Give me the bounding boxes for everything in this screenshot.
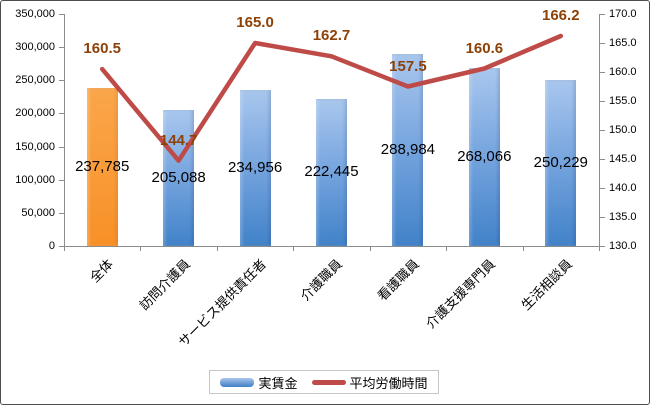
left-axis-tick xyxy=(59,146,64,148)
line-value-label: 160.6 xyxy=(465,39,504,57)
bar-1 xyxy=(163,110,195,246)
right-axis-tick-label: 130.0 xyxy=(609,240,637,252)
category-axis-tick xyxy=(140,247,142,251)
left-axis-tick-label: 350,000 xyxy=(15,8,55,20)
legend-label-wage: 実賃金 xyxy=(258,375,298,391)
right-axis-tick-label: 135.0 xyxy=(609,211,637,223)
left-axis-tick-label: 100,000 xyxy=(15,173,55,186)
line-value-label: 157.5 xyxy=(389,57,427,75)
left-axis-tick-label: 0 xyxy=(48,240,55,252)
bar-value-label: 268,066 xyxy=(457,148,512,166)
category-axis-tick xyxy=(293,247,295,251)
bar-6 xyxy=(545,80,577,246)
left-axis-tick-label: 50,000 xyxy=(21,206,55,219)
right-axis-tick xyxy=(600,217,605,218)
legend-item-hours: 平均労働時間 xyxy=(311,373,428,392)
right-axis-tick xyxy=(600,43,605,44)
bar-2 xyxy=(239,90,271,246)
line-value-label: 162.7 xyxy=(312,27,351,45)
left-value-axis xyxy=(64,14,65,246)
right-axis-tick-label: 145.0 xyxy=(609,153,637,165)
left-axis-tick xyxy=(59,80,64,82)
legend-item-wage: 実賃金 xyxy=(220,373,298,392)
category-axis-tick xyxy=(522,247,524,251)
bar-value-label: 234,956 xyxy=(227,159,283,177)
left-axis-tick xyxy=(59,212,64,214)
bar-value-label: 250,229 xyxy=(533,154,588,172)
line-value-label: 160.5 xyxy=(83,40,121,58)
right-axis-tick-label: 160.0 xyxy=(609,66,637,78)
left-axis-tick xyxy=(59,14,64,15)
bar-3 xyxy=(316,98,347,246)
bar-5 xyxy=(468,68,500,246)
right-axis-tick xyxy=(600,159,605,160)
left-axis-tick-label: 250,000 xyxy=(15,74,55,87)
legend-label-hours: 平均労働時間 xyxy=(349,375,428,391)
category-axis-tick xyxy=(369,247,371,251)
right-axis-tick xyxy=(600,101,605,102)
category-axis xyxy=(64,246,600,247)
line-series-swatch-icon xyxy=(311,379,346,385)
bar-value-label: 288,984 xyxy=(380,141,436,159)
category-axis-tick xyxy=(446,247,448,251)
working-hours-line xyxy=(99,33,564,163)
right-axis-tick xyxy=(600,14,605,15)
category-axis-tick xyxy=(599,247,600,251)
bar-value-label: 205,088 xyxy=(151,169,206,187)
right-axis-tick-label: 165.0 xyxy=(609,37,637,49)
left-axis-tick xyxy=(59,179,64,181)
category-axis-tick xyxy=(216,247,218,251)
bar-value-label: 222,445 xyxy=(304,163,359,181)
right-axis-tick-label: 140.0 xyxy=(609,182,637,194)
line-value-label: 144.7 xyxy=(159,131,198,149)
right-axis-tick-label: 170.0 xyxy=(609,8,637,20)
category-axis-tick xyxy=(64,247,65,251)
right-value-axis xyxy=(599,14,600,246)
bar-0 xyxy=(86,88,118,246)
left-axis-tick xyxy=(59,246,64,247)
left-axis-tick xyxy=(59,113,64,115)
line-value-label: 166.2 xyxy=(542,7,580,25)
line-value-label: 165.0 xyxy=(236,14,274,31)
right-axis-tick xyxy=(600,130,605,131)
right-axis-tick-label: 150.0 xyxy=(609,124,637,136)
right-axis-tick-label: 155.0 xyxy=(609,95,637,107)
left-axis-tick-label: 300,000 xyxy=(15,41,55,54)
left-axis-tick xyxy=(59,47,64,49)
left-axis-tick-label: 200,000 xyxy=(15,107,55,120)
legend: 実賃金 平均労働時間 xyxy=(209,370,439,394)
bar-series-swatch-icon xyxy=(220,377,255,387)
bar-value-label: 237,785 xyxy=(75,158,130,176)
right-axis-tick xyxy=(600,246,605,247)
right-axis-tick xyxy=(600,188,605,189)
right-axis-tick xyxy=(600,72,605,73)
left-axis-tick-label: 150,000 xyxy=(15,140,55,153)
